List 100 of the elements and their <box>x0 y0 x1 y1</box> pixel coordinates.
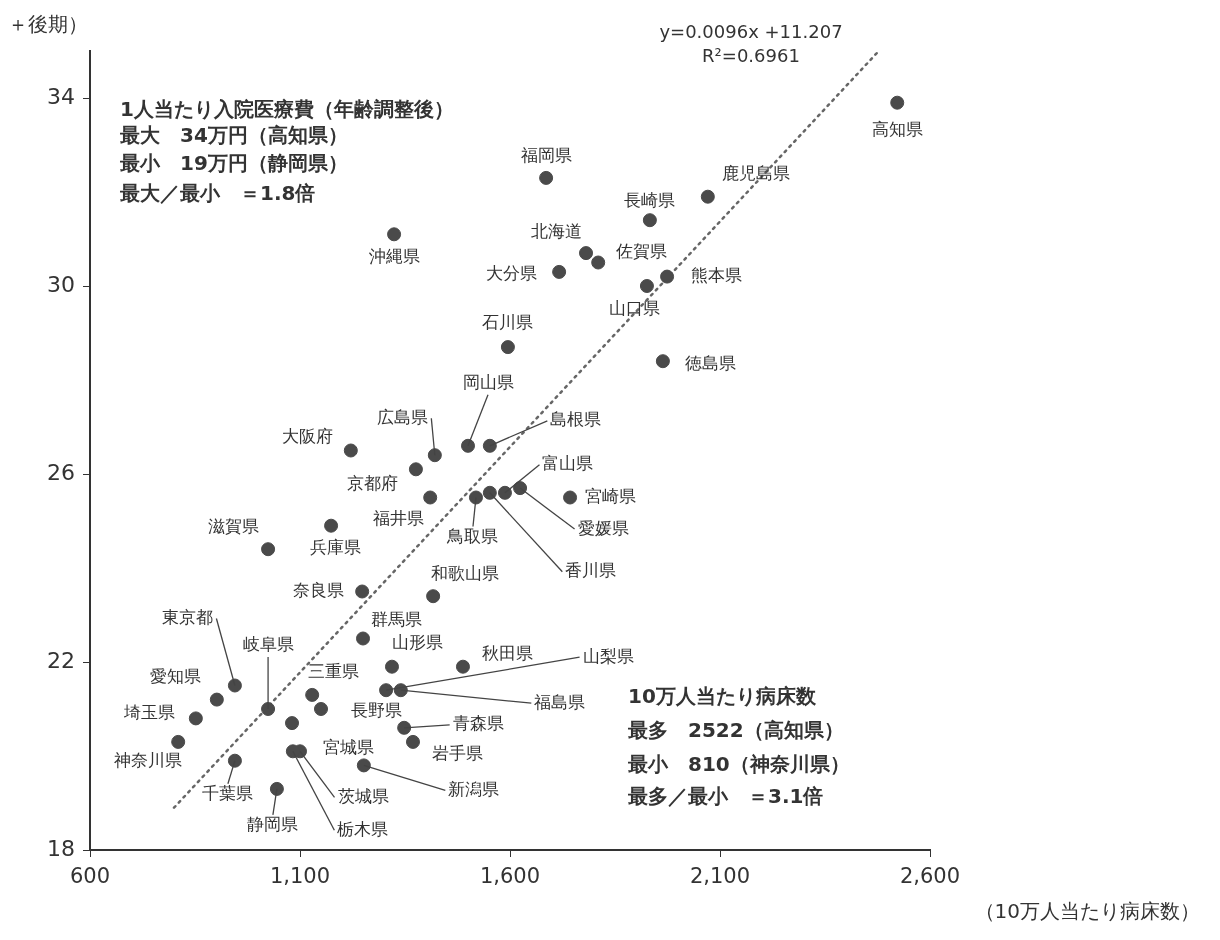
annotation: 大分県 <box>485 263 537 284</box>
text: y=0.0096x +11.207 <box>659 20 843 42</box>
annotation: 最多／最小 ＝3.1倍 <box>627 784 824 809</box>
y-axis-title: ＋後期） <box>8 12 88 37</box>
annotation: 新潟県 <box>448 778 500 799</box>
point <box>356 758 371 773</box>
annotation: 栃木県 <box>337 818 389 839</box>
annotation: 最大／最小 ＝1.8倍 <box>119 181 316 206</box>
point <box>539 170 554 185</box>
annotation: 愛媛県 <box>577 517 629 538</box>
x-axis-title: （10万人当たり病床数） <box>974 899 1200 924</box>
point <box>171 734 186 749</box>
point <box>324 518 339 533</box>
annotation: 富山県 <box>542 453 594 474</box>
point <box>408 462 423 477</box>
annotation: R²=0.6961 <box>702 44 800 66</box>
annotation: 千葉県 <box>202 783 254 804</box>
annotation: 埼玉県 <box>123 701 176 722</box>
point <box>468 490 483 505</box>
x-tick-label: 2,600 <box>899 864 961 889</box>
annotation: 山梨県 <box>582 645 634 666</box>
annotation: 群馬県 <box>370 608 422 629</box>
annotation: 秋田県 <box>482 643 534 664</box>
point <box>405 734 420 749</box>
annotation: 三重県 <box>307 661 359 682</box>
annotation: 岩手県 <box>432 743 484 764</box>
point <box>269 781 284 796</box>
point <box>455 659 470 674</box>
annotation: 東京都 <box>162 606 214 627</box>
annotation: 島根県 <box>550 409 602 430</box>
annotation: 長崎県 <box>624 189 676 210</box>
annotation: 京都府 <box>347 472 399 493</box>
x-tick-label: 2,100 <box>689 864 751 889</box>
point <box>387 227 402 242</box>
annotation: 石川県 <box>482 311 534 332</box>
annotation: 山口県 <box>609 298 661 319</box>
annotation: 宮崎県 <box>584 485 636 506</box>
point <box>461 438 475 453</box>
point <box>482 485 497 500</box>
point <box>655 354 670 369</box>
annotation: 熊本県 <box>690 265 742 286</box>
annotation: 最小 810（神奈川県） <box>627 752 850 777</box>
annotation: 福岡県 <box>520 145 572 166</box>
annotation: 青森県 <box>452 713 504 734</box>
annotation: 奈良県 <box>292 579 344 600</box>
x-tick-label: 1,600 <box>479 864 541 889</box>
annotation: 静岡県 <box>247 814 299 835</box>
annotation: 山形県 <box>392 632 444 653</box>
x-tick-label: 1,100 <box>269 864 331 889</box>
annotation: 茨城県 <box>337 785 389 806</box>
annotation: 10万人当たり病床数 <box>628 684 817 709</box>
point <box>285 716 300 731</box>
annotation: 滋賀県 <box>207 515 259 536</box>
point <box>227 753 242 768</box>
annotation: 岐阜県 <box>242 634 294 655</box>
annotation: 1人当たり入院医療費（年齢調整後） <box>120 97 454 122</box>
point <box>314 702 328 716</box>
point <box>427 448 442 463</box>
point <box>497 485 512 500</box>
point <box>343 443 358 458</box>
point <box>188 711 203 726</box>
point <box>261 542 276 557</box>
annotation: 北海道 <box>530 220 582 241</box>
point <box>227 678 242 693</box>
point <box>209 692 224 707</box>
point <box>513 481 528 496</box>
y-tick-label: 22 <box>47 647 75 673</box>
x-tick-label: 600 <box>69 864 111 889</box>
point <box>642 213 657 228</box>
annotation: 福島県 <box>534 691 586 712</box>
point <box>356 631 370 646</box>
point <box>379 683 394 698</box>
point <box>552 264 567 279</box>
point <box>397 720 412 735</box>
y-tick-label: 26 <box>47 459 75 485</box>
annotation: 福井県 <box>372 507 424 528</box>
point <box>890 95 905 110</box>
y-tick-label: 34 <box>47 83 75 109</box>
point <box>500 340 515 355</box>
annotation: 佐賀県 <box>615 240 667 261</box>
annotation: 高知県 <box>871 119 923 140</box>
annotation: 沖縄県 <box>368 245 420 266</box>
annotation: 香川県 <box>565 560 617 581</box>
annotation: 最小 19万円（静岡県） <box>119 151 348 176</box>
point <box>423 490 438 505</box>
annotation: 徳島県 <box>685 352 737 373</box>
point <box>591 255 606 270</box>
annotation: 兵庫県 <box>309 537 361 558</box>
annotation: 鳥取県 <box>446 525 499 546</box>
y-tick-label: 18 <box>47 835 75 861</box>
y-tick-label: 30 <box>47 271 75 297</box>
point <box>482 438 497 453</box>
point <box>426 589 441 604</box>
point <box>305 687 320 702</box>
point <box>563 490 578 505</box>
point <box>660 269 675 284</box>
annotation: 最大 34万円（高知県） <box>119 123 348 148</box>
annotation: 神奈川県 <box>114 750 183 771</box>
annotation: 岡山県 <box>462 372 514 393</box>
annotation: 最多 2522（高知県） <box>627 718 844 743</box>
